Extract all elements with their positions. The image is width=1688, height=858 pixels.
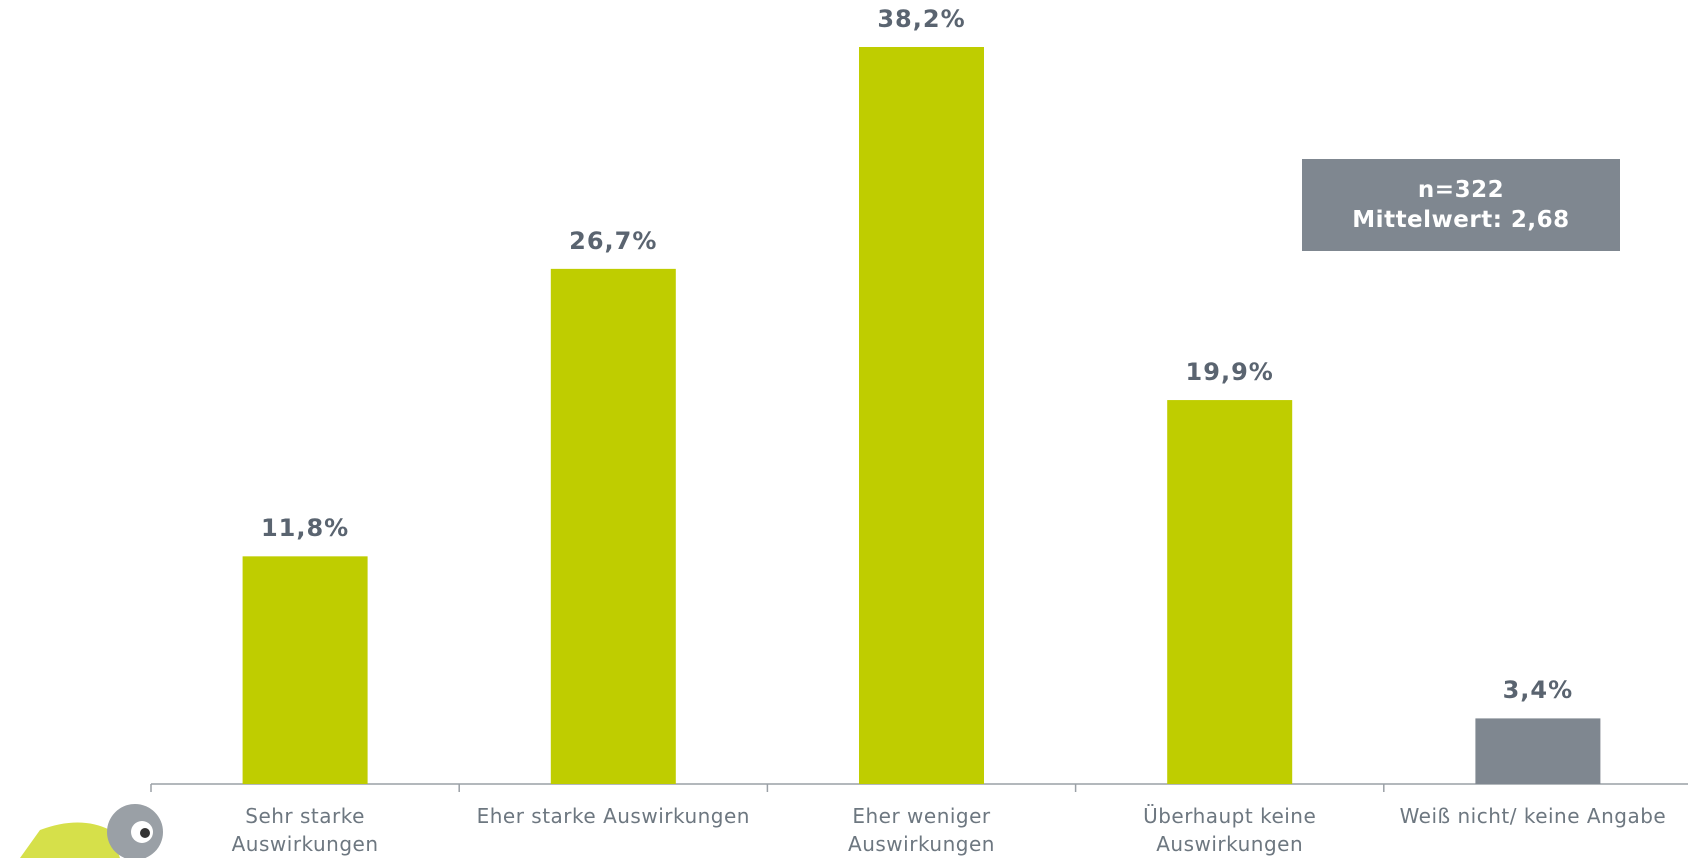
bar <box>859 47 984 784</box>
value-label: 11,8% <box>260 514 350 543</box>
bar <box>1475 718 1601 784</box>
x-tick-label: Weiß nicht/ keine Angabe <box>1399 804 1667 828</box>
x-tick-label: Eher weniger Auswirkungen <box>848 804 995 856</box>
value-label: 26,7% <box>569 226 658 255</box>
x-tick-label: Überhaupt keine Auswirkungen <box>1143 804 1317 856</box>
x-tick-label: Sehr starke Auswirkungen <box>231 804 379 856</box>
bar <box>550 268 676 785</box>
value-label: 38,2% <box>877 5 966 33</box>
bar <box>1167 400 1293 784</box>
annotation: n=322 <box>1417 177 1505 203</box>
bar <box>242 556 368 784</box>
x-tick-label: Eher starke Auswirkungen <box>476 804 750 828</box>
annotation: Mittelwert: 2,68 <box>1352 207 1570 233</box>
mascot <box>20 804 163 858</box>
value-label: 19,9% <box>1185 358 1274 387</box>
value-label: 3,4% <box>1502 676 1574 705</box>
annotation-box: n=322 Mittelwert: 2,68 <box>1302 159 1620 251</box>
